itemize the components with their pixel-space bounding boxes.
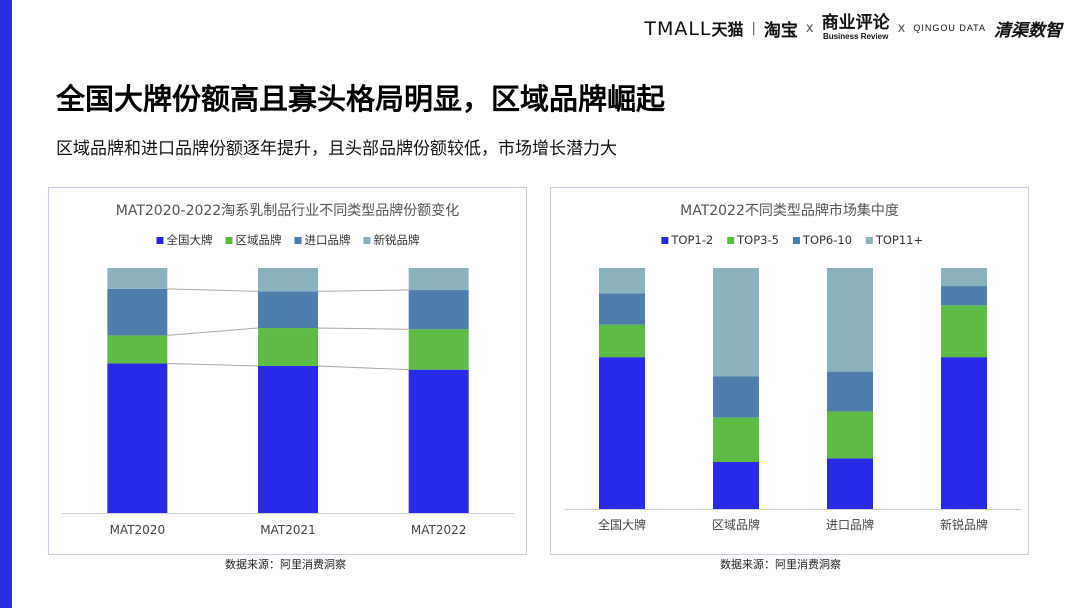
bar-segment [408,329,469,370]
bar-segment [941,305,987,358]
bar-segment [827,411,873,459]
series-connector-line [317,289,409,292]
bar-segment [827,458,873,509]
legend-label: 进口品牌 [305,233,351,247]
bar-segment [599,293,645,325]
logo-divider: | [751,20,756,36]
legend-label: TOP3-5 [736,233,779,247]
chart-title: MAT2020-2022淘系乳制品行业不同类型品牌份额变化 [116,202,459,219]
x-tick-label: 新锐品牌 [940,517,988,532]
series-connector-line [167,363,259,367]
chart-legend: 全国大牌 区域品牌 进口品牌 新锐品牌 [156,233,420,247]
x-tick-label: 区域品牌 [712,518,760,532]
legend-swatch [156,237,164,244]
cross-mark: x [897,20,906,36]
stacked-bar [408,268,469,513]
legend-label: 全国大牌 [167,233,213,247]
bar-segment [713,462,759,509]
legend-label: TOP6-10 [802,233,852,247]
business-review-logo: 商业评论 Business Review [821,13,890,41]
series-connector-line [317,327,409,330]
legend-label: TOP1-2 [670,233,713,247]
bar-segment [713,376,759,418]
legend-swatch [363,237,371,244]
series-connector-line [167,288,259,292]
bar-segment [258,328,318,366]
stacked-bar [599,268,645,509]
x-tick-label: 全国大牌 [598,517,646,532]
bar-segment [941,357,987,509]
x-tick-label: MAT2021 [260,523,316,537]
qingdou-data-zh: 清渠数智 [994,20,1062,41]
stacked-bar [713,268,759,509]
qingdou-data-logo: QINGOU DATA [913,22,986,33]
stacked-bar [941,268,987,509]
bar-segment [107,288,168,336]
cross-mark: x [805,20,814,36]
bar-segment [107,268,168,289]
stacked-bar [107,268,168,513]
bar-segment [599,357,645,509]
bar-segment [408,369,469,513]
bar-segment [408,290,469,330]
legend-label: TOP11+ [875,233,923,247]
bar-segment [258,291,318,329]
legend-label: 新锐品牌 [374,233,420,247]
stacked-bar [827,268,873,509]
x-tick-label: MAT2022 [411,523,467,537]
bar-segment [713,417,759,463]
legend-swatch [727,237,735,244]
accent-side-bar [0,0,12,608]
bar-segment [258,366,318,513]
taobao-logo: 淘宝 [763,20,798,41]
legend-label: 区域品牌 [236,233,282,247]
bar-segment [599,268,645,294]
bar-segment [258,268,318,292]
chart-legend: TOP1-2 TOP3-5 TOP6-10 TOP11+ [661,233,923,247]
series-connector-line [317,365,409,371]
legend-swatch [225,237,233,244]
series-connector-line [167,327,259,336]
legend-swatch [294,237,302,244]
source-note-left: 数据来源：阿里消费洞察 [225,558,346,571]
bar-segment [713,268,759,377]
x-tick-label: MAT2020 [110,523,166,537]
page-subtitle: 区域品牌和进口品牌份额逐年提升，且头部品牌份额较低，市场增长潜力大 [56,139,617,159]
tmall-logo: TMALL天猫 [644,18,744,40]
bar-segment [827,371,873,412]
bar-segment [941,286,987,306]
source-note-right: 数据来源：阿里消费洞察 [720,558,841,571]
bar-segment [107,363,168,513]
bar-segment [599,324,645,358]
chart-title: MAT2022不同类型品牌市场集中度 [680,202,899,219]
legend-swatch [661,237,669,244]
stacked-bar [258,268,318,513]
legend-swatch [792,237,800,244]
chart-panel-share-change: MAT2020-2022淘系乳制品行业不同类型品牌份额变化全国大牌 区域品牌 进口品… [48,187,527,555]
x-tick-label: 进口品牌 [826,518,874,532]
bar-segment [827,268,873,372]
brand-logos: TMALL天猫 | 淘宝 x 商业评论 Business Review x QI… [644,14,1062,42]
bar-segment [408,268,469,291]
page-title: 全国大牌份额高且寡头格局明显，区域品牌崛起 [56,82,666,116]
legend-swatch [865,237,873,244]
bar-segment [107,335,168,364]
bar-segment [941,268,987,287]
chart-panel-concentration: MAT2022不同类型品牌市场集中度 TOP1-2 TOP3-5 TOP6-10 TOP… [550,187,1029,555]
